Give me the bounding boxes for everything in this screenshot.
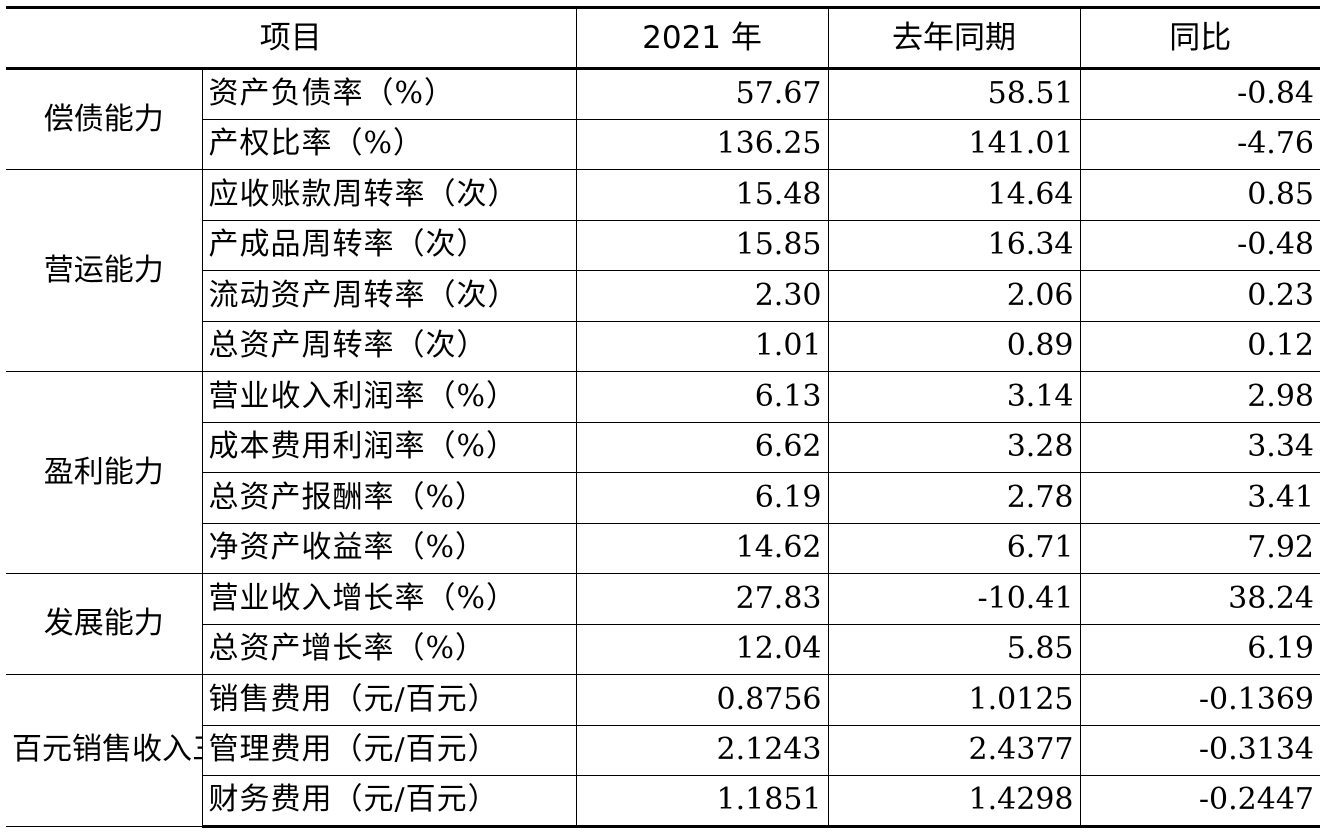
current-value-cell: 12.04 — [575, 623, 829, 675]
indicator-cell: 成本费用利润率（%） — [202, 421, 577, 473]
yoy-value-cell: -0.3134 — [1079, 724, 1320, 776]
yoy-value-cell: 0.12 — [1079, 320, 1320, 372]
table-body: 偿债能力 资产负债率（%） 57.67 58.51 -0.84 产权比率（%） 136.25… — [6, 68, 1320, 828]
current-value-cell: 0.8756 — [575, 674, 829, 726]
previous-value-cell: -10.41 — [827, 573, 1081, 625]
current-value-cell: 2.1243 — [575, 724, 829, 776]
yoy-value-cell: -0.84 — [1079, 68, 1320, 120]
table-row: 发展能力 营业收入增长率（%） 27.83 -10.41 38.24 — [6, 573, 1320, 675]
yoy-value-cell: 7.92 — [1079, 522, 1320, 574]
category-cell: 偿债能力 — [6, 68, 203, 170]
indicator-cell: 资产负债率（%） — [201, 68, 577, 120]
indicator-cell: 财务费用（元/百元） — [202, 775, 577, 828]
previous-value-cell: 14.64 — [827, 169, 1081, 221]
previous-value-cell: 141.01 — [827, 118, 1081, 170]
current-value-cell: 2.30 — [575, 270, 829, 322]
current-value-cell: 14.62 — [575, 522, 829, 574]
current-value-cell: 27.83 — [575, 573, 829, 625]
current-value-cell: 6.13 — [575, 371, 829, 423]
category-cell: 营运能力 — [6, 169, 203, 372]
header-previous: 去年同期 — [827, 6, 1081, 70]
table-row: 总资产周转率（次） 1.01 0.89 0.12 — [6, 320, 1320, 372]
yoy-value-cell: 0.85 — [1079, 169, 1320, 221]
indicator-cell: 总资产报酬率（%） — [202, 472, 577, 524]
table-row: 产成品周转率（次） 15.85 16.34 -0.48 — [6, 219, 1320, 271]
previous-value-cell: 2.78 — [827, 472, 1081, 524]
current-value-cell: 1.1851 — [575, 775, 829, 828]
previous-value-cell: 2.4377 — [827, 724, 1081, 776]
yoy-value-cell: 3.41 — [1079, 472, 1320, 524]
indicator-cell: 销售费用（元/百元） — [201, 674, 577, 726]
table-row: 管理费用（元/百元） 2.1243 2.4377 -0.3134 — [6, 724, 1320, 776]
table-row: 营运能力 应收账款周转率（次） 15.48 14.64 0.85 — [6, 169, 1320, 372]
previous-value-cell: 1.4298 — [827, 775, 1081, 828]
header-row: 项目 2021 年 去年同期 同比 — [6, 6, 1320, 70]
indicator-cell: 总资产周转率（次） — [202, 320, 577, 372]
indicator-cell: 管理费用（元/百元） — [202, 724, 577, 776]
table-row: 偿债能力 资产负债率（%） 57.67 58.51 -0.84 — [6, 68, 1320, 170]
previous-value-cell: 2.06 — [827, 270, 1081, 322]
indicator-cell: 流动资产周转率（次） — [202, 270, 577, 322]
yoy-value-cell: -0.2447 — [1079, 775, 1320, 828]
indicator-cell: 应收账款周转率（次） — [201, 169, 577, 221]
current-value-cell: 15.48 — [575, 169, 829, 221]
previous-value-cell: 58.51 — [827, 68, 1081, 120]
previous-value-cell: 5.85 — [827, 623, 1081, 675]
category-cell: 百元销售收入三项费用 — [6, 674, 203, 827]
yoy-value-cell: 0.23 — [1079, 270, 1320, 322]
yoy-value-cell: 2.98 — [1079, 371, 1320, 423]
indicator-cell: 产权比率（%） — [202, 118, 577, 170]
current-value-cell: 136.25 — [575, 118, 829, 170]
category-cell: 盈利能力 — [6, 371, 203, 574]
table-row: 总资产报酬率（%） 6.19 2.78 3.41 — [6, 472, 1320, 524]
previous-value-cell: 3.28 — [827, 421, 1081, 473]
yoy-value-cell: -0.48 — [1079, 219, 1320, 271]
table-row: 流动资产周转率（次） 2.30 2.06 0.23 — [6, 270, 1320, 322]
yoy-value-cell: -4.76 — [1079, 118, 1320, 170]
yoy-value-cell: 6.19 — [1079, 623, 1320, 675]
financial-metrics-table: 项目 2021 年 去年同期 同比 偿债能力 资产负债率（%） 57.67 58.51… — [6, 6, 1320, 828]
previous-value-cell: 1.0125 — [827, 674, 1081, 726]
table-row: 净资产收益率（%） 14.62 6.71 7.92 — [6, 522, 1320, 574]
table-row: 盈利能力 营业收入利润率（%） 6.13 3.14 2.98 — [6, 371, 1320, 574]
previous-value-cell: 0.89 — [827, 320, 1081, 372]
yoy-value-cell: -0.1369 — [1079, 674, 1320, 726]
previous-value-cell: 3.14 — [827, 371, 1081, 423]
previous-value-cell: 16.34 — [827, 219, 1081, 271]
current-value-cell: 6.19 — [575, 472, 829, 524]
table-row: 总资产增长率（%） 12.04 5.85 6.19 — [6, 623, 1320, 675]
current-value-cell: 6.62 — [575, 421, 829, 473]
indicator-cell: 营业收入利润率（%） — [201, 371, 577, 423]
indicator-cell: 净资产收益率（%） — [202, 522, 577, 574]
yoy-value-cell: 3.34 — [1079, 421, 1320, 473]
indicator-cell: 营业收入增长率（%） — [201, 573, 577, 625]
yoy-value-cell: 38.24 — [1079, 573, 1320, 625]
category-cell: 发展能力 — [6, 573, 203, 675]
table-row: 成本费用利润率（%） 6.62 3.28 3.34 — [6, 421, 1320, 473]
previous-value-cell: 6.71 — [827, 522, 1081, 574]
table-row: 产权比率（%） 136.25 141.01 -4.76 — [6, 118, 1320, 170]
indicator-cell: 产成品周转率（次） — [202, 219, 577, 271]
current-value-cell: 1.01 — [575, 320, 829, 372]
current-value-cell: 57.67 — [575, 68, 829, 120]
header-yoy: 同比 — [1079, 6, 1320, 70]
header-item: 项目 — [6, 6, 577, 70]
current-value-cell: 15.85 — [575, 219, 829, 271]
indicator-cell: 总资产增长率（%） — [202, 623, 577, 675]
table-row: 财务费用（元/百元） 1.1851 1.4298 -0.2447 — [6, 775, 1320, 828]
header-current: 2021 年 — [575, 6, 829, 70]
